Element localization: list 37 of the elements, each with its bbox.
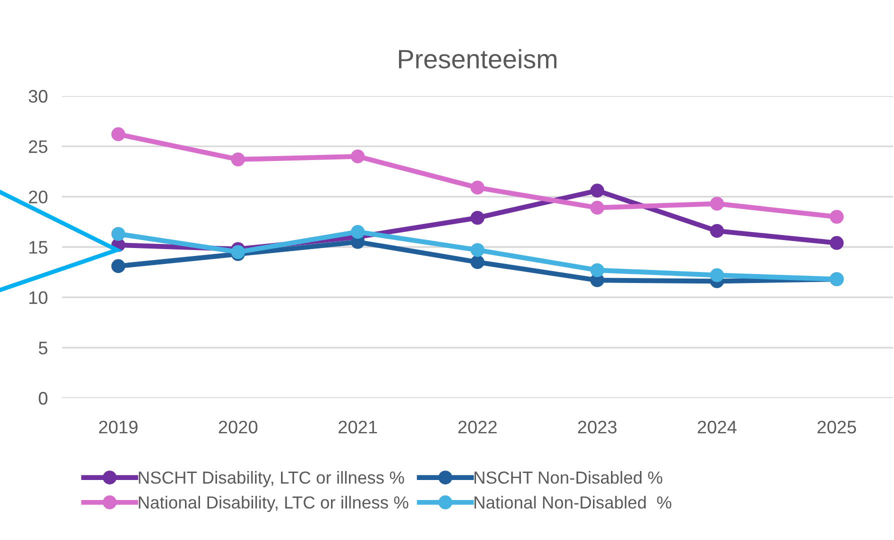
y-tick-label: 10 xyxy=(29,291,48,304)
legend-label: National Non-Disabled % xyxy=(474,496,672,509)
y-tick-label: 25 xyxy=(28,140,48,154)
point xyxy=(830,236,844,250)
point xyxy=(470,180,484,195)
point xyxy=(710,224,724,238)
legend-label: NSCHT Disability, LTC or illness % xyxy=(138,471,404,488)
point xyxy=(470,255,484,270)
point xyxy=(111,226,126,241)
point xyxy=(830,210,844,224)
point xyxy=(350,149,365,164)
point xyxy=(111,127,126,142)
point xyxy=(590,184,604,198)
point xyxy=(350,224,365,239)
x-tick-label: 2023 xyxy=(578,420,617,434)
x-tick-label: 2025 xyxy=(818,420,856,434)
y-tick-label: 15 xyxy=(29,241,48,254)
x-tick-label: 2024 xyxy=(698,420,737,434)
x-tick-label: 2019 xyxy=(99,420,138,434)
point xyxy=(590,200,604,215)
point xyxy=(470,210,484,225)
point xyxy=(470,243,484,257)
x-tick-label: 2021 xyxy=(338,420,377,434)
point xyxy=(590,263,604,278)
chart-title: Presenteeism xyxy=(399,49,556,68)
point xyxy=(710,268,724,282)
y-tick-label: 0 xyxy=(38,392,48,405)
y-tick-label: 5 xyxy=(38,342,48,354)
x-tick-label: 2022 xyxy=(458,420,497,434)
y-tick-label: 20 xyxy=(28,190,48,204)
y-tick-label: 30 xyxy=(28,90,48,103)
legend-label: National Disability, LTC or illness % xyxy=(138,496,408,512)
point xyxy=(710,196,724,211)
legend-label: NSCHT Non-Disabled % xyxy=(474,471,662,484)
x-tick-label: 2020 xyxy=(218,420,258,434)
point xyxy=(231,152,245,166)
point xyxy=(111,259,126,274)
